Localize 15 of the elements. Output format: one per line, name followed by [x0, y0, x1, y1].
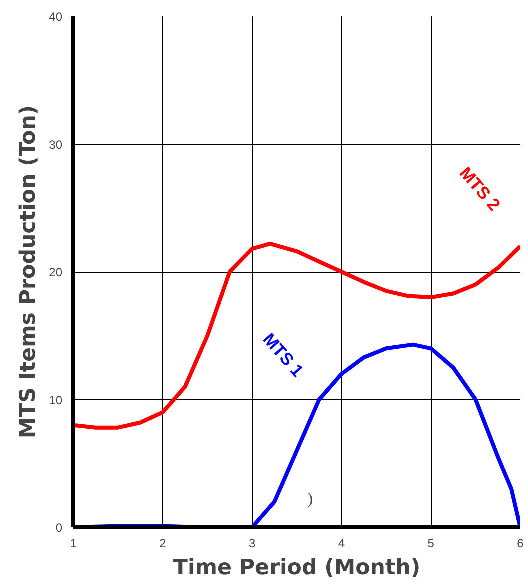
x-tick-label: 5 [428, 536, 435, 550]
x-tick-label: 6 [517, 536, 524, 550]
annotation: ) [308, 490, 314, 508]
y-tick-label: 0 [56, 521, 63, 535]
x-tick-label: 1 [70, 536, 78, 550]
y-axis-title: MTS Items Production (Ton) [16, 105, 42, 439]
line-series [74, 242, 520, 430]
x-tick-label: 2 [160, 536, 167, 550]
x-tick-label: 3 [248, 536, 256, 550]
x-tick-label: 4 [338, 536, 346, 550]
y-tick-label: 20 [49, 266, 63, 280]
y-tick-label: 40 [49, 10, 63, 24]
y-tick-label: 30 [49, 138, 63, 152]
x-axis-title: Time Period (Month) [173, 556, 421, 580]
y-tick-label: 10 [49, 393, 63, 408]
